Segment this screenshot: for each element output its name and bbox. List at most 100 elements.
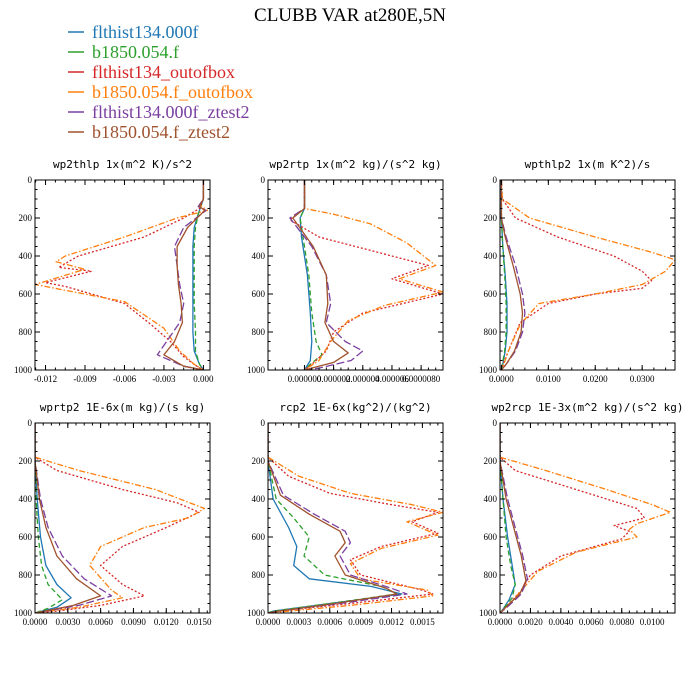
panel-title: rcp2 1E-6x(kg^2)/(kg^2) (279, 401, 431, 414)
x-tick-label: 0.000004 (346, 374, 380, 384)
series-group (500, 423, 672, 613)
series-line-flthist134-outofbox (500, 423, 646, 613)
x-tick-label: -0.009 (73, 374, 97, 384)
x-tick-label: 0.0100 (640, 617, 665, 627)
y-tick-label: 600 (19, 289, 33, 299)
y-tick-label: 200 (252, 456, 266, 466)
y-tick-label: 400 (252, 251, 266, 261)
x-tick-label: 0.000 (193, 374, 214, 384)
y-tick-label: 800 (484, 327, 498, 337)
x-tick-label: -0.006 (113, 374, 137, 384)
panel-title: wpthlp2 1x(m K^2)/s (525, 158, 651, 171)
y-tick-label: 1000 (479, 608, 498, 618)
panel-1: wp2thlp 1x(m^2 K)/s^202004006008001000-0… (14, 158, 214, 384)
series-line-flthist134-000f (35, 423, 72, 613)
x-tick-label: 0.0150 (187, 617, 212, 627)
y-tick-label: 1000 (14, 365, 33, 375)
y-tick-label: 400 (484, 251, 498, 261)
x-tick-label: -0.012 (34, 374, 57, 384)
x-tick-label: 0.0009 (348, 617, 373, 627)
y-tick-label: 600 (484, 289, 498, 299)
y-tick-label: 400 (252, 494, 266, 504)
x-tick-label: 0.0300 (630, 374, 655, 384)
legend-entry-b1850-054-f-outofbox: b1850.054.f_outofbox (68, 82, 253, 102)
y-tick-label: 1000 (247, 608, 266, 618)
series-group (35, 180, 209, 370)
x-tick-label: 0.0060 (88, 617, 113, 627)
plot-frame (34, 179, 211, 371)
x-tick-label: 0.0060 (579, 617, 604, 627)
legend-label: flthist134.000f (92, 22, 199, 42)
legend-entry-flthist134-000f-ztest2: flthist134.000f_ztest2 (68, 102, 249, 122)
y-tick-label: 600 (252, 289, 266, 299)
series-line-b1850-054-f-outofbox (500, 180, 675, 370)
x-tick-label: 0.0000 (23, 617, 48, 627)
series-line-flthist134-000f-ztest2 (268, 423, 408, 613)
y-tick-label: 800 (19, 327, 33, 337)
series-line-b1850-054-f-ztest2 (163, 180, 206, 370)
y-tick-label: 800 (19, 570, 33, 580)
y-tick-label: 1000 (247, 365, 266, 375)
series-line-b1850-054-f-ztest2 (268, 423, 398, 613)
series-line-flthist134-000f-ztest2 (500, 423, 529, 613)
series-group (500, 180, 675, 370)
y-tick-label: 400 (484, 494, 498, 504)
series-line-b1850-054-f-outofbox (500, 423, 672, 613)
plot-frame (499, 179, 676, 371)
y-tick-label: 600 (484, 532, 498, 542)
panel-title: wp2rtp 1x(m^2 kg)/(s^2 kg) (269, 158, 441, 171)
x-tick-label: 0.0080 (609, 617, 634, 627)
panel-title: wp2thlp 1x(m^2 K)/s^2 (53, 158, 192, 171)
x-tick-label: 0.0200 (583, 374, 608, 384)
legend-label: flthist134_outofbox (92, 62, 235, 82)
y-tick-label: 200 (252, 213, 266, 223)
y-tick-label: 0 (493, 175, 498, 185)
legend-entry-b1850-054-f: b1850.054.f (68, 42, 179, 62)
y-tick-label: 200 (484, 456, 498, 466)
y-tick-label: 800 (252, 327, 266, 337)
series-line-b1850-054-f-ztest2 (292, 180, 349, 370)
series-line-b1850-054-f (500, 180, 507, 370)
y-tick-label: 600 (252, 532, 266, 542)
x-tick-label: 0.0012 (379, 617, 404, 627)
x-tick-label: 0.0000 (489, 374, 514, 384)
x-tick-label: 0.0015 (410, 617, 435, 627)
series-line-b1850-054-f-outofbox (268, 423, 443, 613)
series-line-flthist134-outofbox (35, 423, 200, 613)
x-tick-label: 0.000002 (317, 374, 351, 384)
panel-5: rcp2 1E-6x(kg^2)/(kg^2) 0 200 400 600 800 1000… (247, 401, 444, 627)
x-tick-label: 0.0003 (287, 617, 312, 627)
series-line-b1850-054-f (268, 423, 398, 613)
series-group (268, 423, 443, 613)
y-tick-label: 200 (19, 213, 33, 223)
panel-2: wp2rtp 1x(m^2 kg)/(s^2 kg)0 200 400 600 800 1… (247, 158, 444, 384)
series-line-flthist134-000f (268, 423, 403, 613)
figure-title: CLUBB VAR at280E,5N (254, 5, 446, 26)
series-line-b1850-054-f-outofbox (303, 180, 443, 370)
series-line-b1850-054-f-ztest2 (35, 423, 102, 613)
x-tick-label: -0.003 (152, 374, 176, 384)
x-tick-label: 0.000000 (288, 374, 322, 384)
y-tick-label: 1000 (14, 608, 33, 618)
plot-frame (267, 179, 444, 371)
x-tick-label: 0.0100 (536, 374, 561, 384)
panel-6: wp2rcp 1E-3x(m^2 kg)/(s^2 kg) 0 200 400 600 8… (479, 401, 684, 627)
series-line-flthist134-outofbox (500, 180, 653, 370)
series-line-b1850-054-f (500, 423, 516, 613)
y-tick-label: 1000 (479, 365, 498, 375)
y-tick-label: 400 (19, 494, 33, 504)
series-group (35, 423, 206, 613)
y-tick-label: 0 (261, 175, 266, 185)
panel-3: wpthlp2 1x(m K^2)/s 0 200 400 600 800 10000.00… (479, 158, 676, 384)
legend-label: flthist134.000f_ztest2 (92, 102, 249, 122)
y-tick-label: 0 (493, 418, 498, 428)
legend-label: b1850.054.f (92, 42, 179, 62)
plot-frame (34, 422, 211, 614)
series-line-flthist134-outofbox (268, 423, 439, 613)
series-line-b1850-054-f-ztest2 (500, 180, 524, 370)
x-tick-label: 0.0020 (518, 617, 543, 627)
legend-entry-b1850-054-f-ztest2: b1850.054.f_ztest2 (68, 122, 230, 142)
x-tick-label: 0.0006 (317, 617, 342, 627)
legend-entry-flthist134-outofbox: flthist134_outofbox (68, 62, 235, 82)
